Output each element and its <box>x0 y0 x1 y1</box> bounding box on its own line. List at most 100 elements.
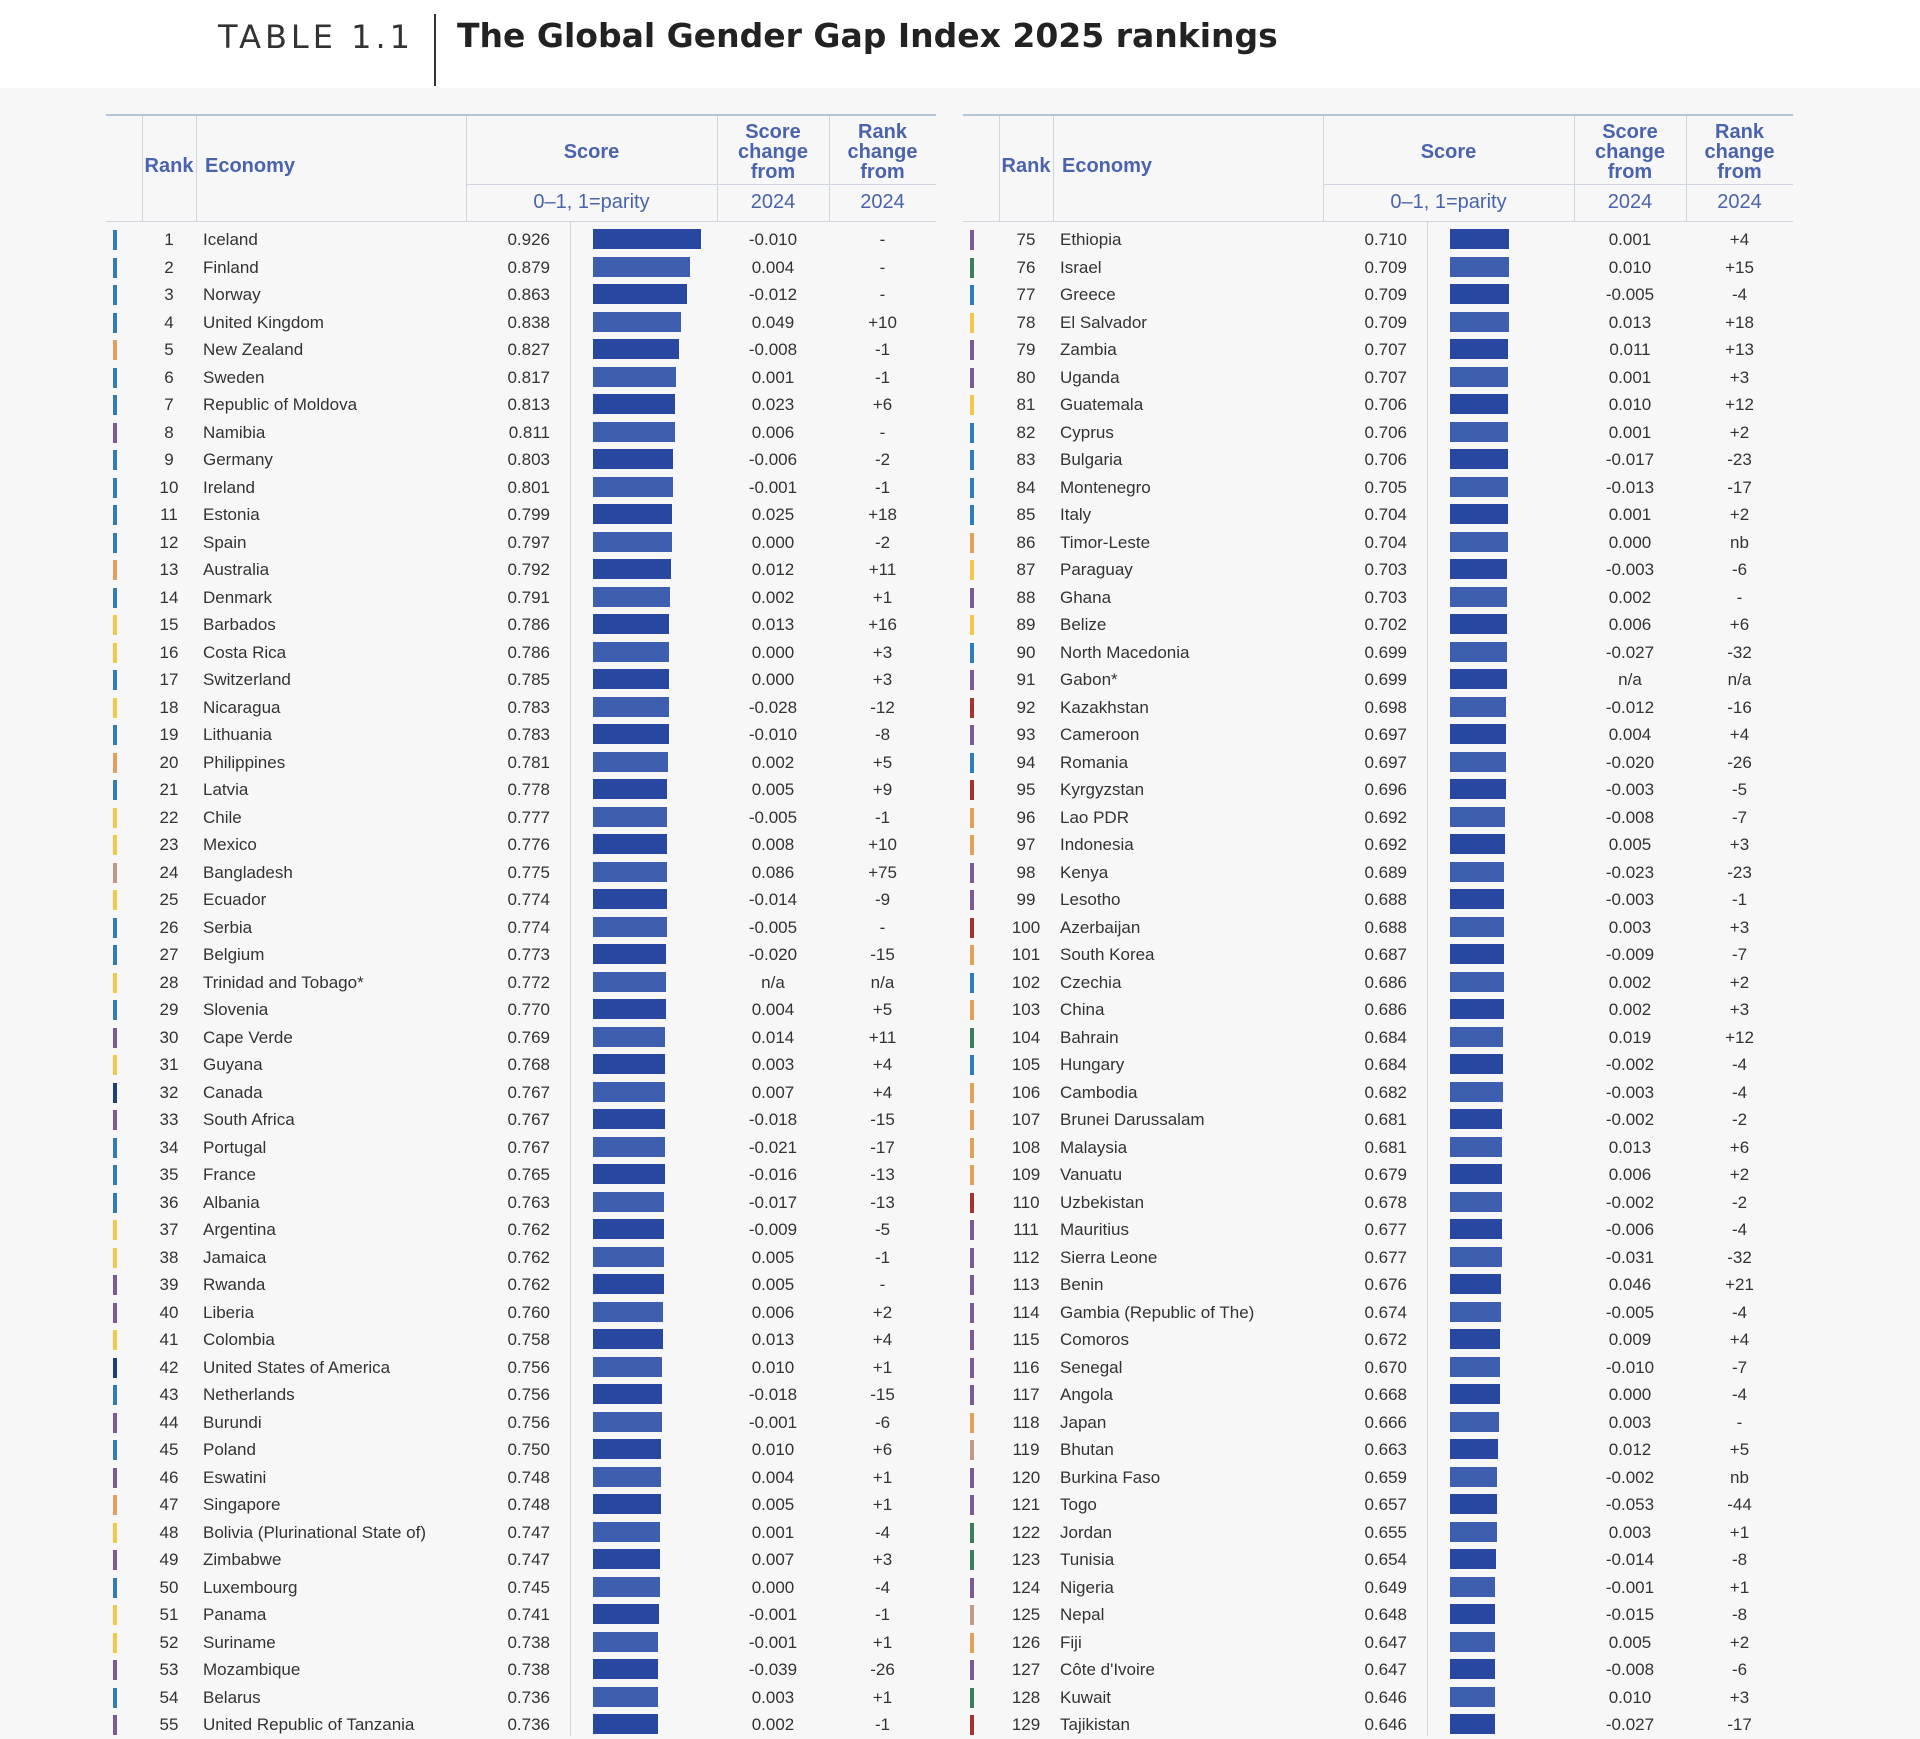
score-bar <box>593 559 671 579</box>
economy-cell: Angola <box>1060 1385 1113 1404</box>
region-color-marker <box>113 697 117 718</box>
region-color-marker <box>970 395 974 415</box>
score-cell: 0.767 <box>507 1082 550 1102</box>
score-bar <box>1450 366 1509 387</box>
table-row: 120 Burkina Faso 0.659 -0.002 nb <box>963 1464 1793 1492</box>
rank-cell: 4 <box>164 312 174 332</box>
score-cell: 0.736 <box>507 1715 550 1734</box>
column-divider <box>466 116 467 222</box>
table-row: 36 Albania 0.763 -0.017 -13 <box>106 1189 936 1217</box>
table-row: 128 Kuwait 0.646 0.010 +3 <box>963 1684 1793 1712</box>
score-change-cell: 0.002 <box>1608 1000 1652 1019</box>
rank-change-cell: +1 <box>1729 1522 1750 1542</box>
rank-cell: 31 <box>159 1055 179 1074</box>
column-header-rank-change: change <box>1704 141 1775 163</box>
economy-cell: Nicaragua <box>203 697 281 717</box>
economy-cell: Hungary <box>1060 1055 1125 1074</box>
rank-change-cell: - <box>879 917 886 937</box>
score-change-cell: 0.003 <box>1608 1412 1652 1432</box>
region-color-marker <box>113 340 117 360</box>
table-row: 83 Bulgaria 0.706 -0.017 -23 <box>963 446 1793 474</box>
table-row: 95 Kyrgyzstan 0.696 -0.003 -5 <box>963 776 1793 804</box>
region-color-marker <box>113 1165 117 1185</box>
rank-cell: 24 <box>159 862 179 882</box>
table-row: 46 Eswatini 0.748 0.004 +1 <box>106 1464 936 1492</box>
score-bar <box>593 1576 660 1597</box>
table-row: 106 Cambodia 0.682 -0.003 -4 <box>963 1079 1793 1107</box>
score-cell: 0.745 <box>507 1577 550 1597</box>
score-change-cell: -0.018 <box>748 1385 798 1404</box>
region-color-marker <box>113 560 117 580</box>
score-change-cell: 0.000 <box>751 670 795 689</box>
economy-cell: Kuwait <box>1060 1687 1112 1707</box>
rank-change-cell: +2 <box>1729 505 1750 524</box>
region-color-marker <box>113 1082 117 1103</box>
score-bar <box>593 1604 659 1624</box>
rank-change-cell: -16 <box>1727 697 1752 717</box>
region-color-marker <box>113 752 117 773</box>
region-color-marker <box>113 587 117 608</box>
region-color-marker <box>113 807 117 828</box>
economy-cell: Ghana <box>1060 587 1112 607</box>
column-header-rank-change: from <box>1717 161 1762 183</box>
score-change-cell: 0.003 <box>751 1687 795 1707</box>
score-cell: 0.767 <box>507 1137 550 1157</box>
score-change-cell: -0.009 <box>748 1220 798 1239</box>
column-divider <box>1323 116 1324 222</box>
rank-change-cell: -1 <box>874 1247 891 1267</box>
score-cell: 0.799 <box>507 505 550 524</box>
rank-change-cell: -8 <box>1731 1605 1748 1624</box>
region-color-marker <box>970 917 974 938</box>
economy-cell: Bahrain <box>1060 1027 1119 1047</box>
economy-cell: South Korea <box>1060 945 1155 964</box>
rank-change-cell: +4 <box>872 1082 893 1102</box>
rank-change-cell: +11 <box>868 1027 897 1047</box>
score-change-cell: 0.010 <box>1608 395 1652 414</box>
rank-cell: 95 <box>1016 780 1036 799</box>
score-change-cell: -0.012 <box>1605 697 1655 717</box>
score-bar <box>1450 559 1508 579</box>
rank-cell: 121 <box>1011 1495 1041 1514</box>
region-color-marker <box>113 1605 117 1625</box>
rank-cell: 106 <box>1011 1082 1041 1102</box>
table-row: 121 Togo 0.657 -0.053 -44 <box>963 1491 1793 1519</box>
rank-change-cell: +3 <box>1729 835 1750 854</box>
rank-cell: 20 <box>159 752 179 772</box>
region-color-marker <box>970 477 974 498</box>
score-cell: 0.674 <box>1364 1302 1407 1322</box>
economy-cell: Romania <box>1060 752 1129 772</box>
column-header-rank: Rank <box>144 155 194 177</box>
rank-cell: 46 <box>159 1467 179 1487</box>
rank-change-cell: +75 <box>868 862 897 882</box>
table-row: 92 Kazakhstan 0.698 -0.012 -16 <box>963 694 1793 722</box>
score-cell: 0.777 <box>507 807 550 827</box>
rank-cell: 107 <box>1011 1110 1041 1129</box>
table-row: 35 France 0.765 -0.016 -13 <box>106 1161 936 1189</box>
score-change-cell: -0.001 <box>748 1632 798 1652</box>
score-change-cell: -0.018 <box>748 1110 798 1129</box>
economy-cell: North Macedonia <box>1060 642 1190 662</box>
column-divider <box>829 116 830 222</box>
score-cell: 0.702 <box>1364 615 1407 634</box>
table-row: 9 Germany 0.803 -0.006 -2 <box>106 446 936 474</box>
rank-change-cell: +5 <box>1729 1440 1750 1459</box>
score-bar <box>1450 284 1509 304</box>
rank-cell: 90 <box>1016 642 1036 662</box>
economy-cell: Gambia (Republic of The) <box>1060 1302 1255 1322</box>
region-color-marker <box>113 367 117 388</box>
economy-cell: Tunisia <box>1060 1550 1115 1569</box>
score-change-cell: 0.046 <box>1608 1275 1652 1294</box>
table-row: 24 Bangladesh 0.775 0.086 +75 <box>106 859 936 887</box>
table-row: 31 Guyana 0.768 0.003 +4 <box>106 1051 936 1079</box>
score-bar <box>593 1659 659 1679</box>
table-row: 25 Ecuador 0.774 -0.014 -9 <box>106 886 936 914</box>
score-cell: 0.827 <box>507 340 550 359</box>
rank-change-cell: +2 <box>1729 972 1750 992</box>
rank-cell: 28 <box>159 972 179 992</box>
region-color-marker <box>970 450 974 470</box>
table-row: 102 Czechia 0.686 0.002 +2 <box>963 969 1793 997</box>
score-bar <box>1450 751 1506 772</box>
region-color-marker <box>970 1495 974 1515</box>
score-change-cell: -0.005 <box>748 807 798 827</box>
rank-cell: 91 <box>1016 670 1036 689</box>
